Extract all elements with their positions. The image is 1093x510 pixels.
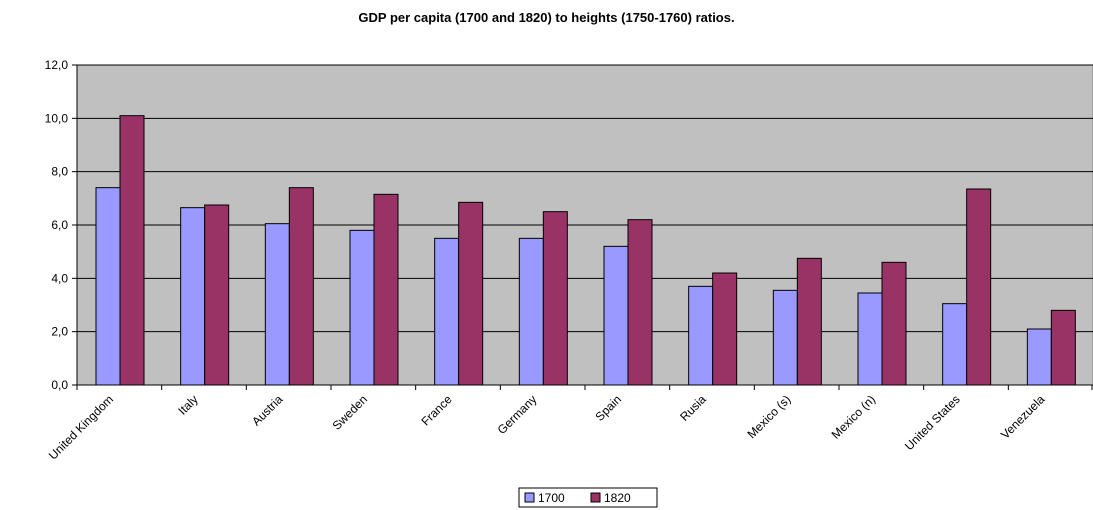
bar-1820-france <box>458 201 484 386</box>
bar-1700-venezuela <box>1026 328 1052 386</box>
bar-1820-spain <box>627 219 653 386</box>
legend-label-1820: 1820 <box>604 491 631 505</box>
y-tick-label: 10,0 <box>45 111 69 125</box>
bar-1820-mexico-s- <box>796 257 822 386</box>
bar-1700-mexico-s- <box>772 289 798 386</box>
x-axis: United Kingdom Italy Austria Sweden France Ge… <box>46 384 1093 463</box>
bar-1820-italy <box>204 204 230 386</box>
y-tick-label: 4,0 <box>51 271 68 285</box>
legend-swatch-1700 <box>524 492 535 503</box>
x-category-label: Sweden <box>330 392 371 433</box>
y-tick-label: 2,0 <box>51 325 68 339</box>
y-tick-label: 8,0 <box>51 165 68 179</box>
y-tick-label: 0,0 <box>51 378 68 392</box>
y-tick-label: 6,0 <box>51 218 68 232</box>
bar-1700-spain <box>603 245 629 386</box>
x-category-label: Austria <box>249 392 286 429</box>
chart-title: GDP per capita (1700 and 1820) to height… <box>358 10 735 25</box>
x-category-label: Mexico (n) <box>829 392 879 442</box>
bar-1700-france <box>434 237 460 386</box>
x-category-label: Italy <box>175 392 200 417</box>
bar-1700-sweden <box>349 229 375 386</box>
bar-1820-sweden <box>373 193 399 386</box>
bar-1700-italy <box>180 207 206 386</box>
x-category-label: Mexico (s) <box>744 392 793 441</box>
legend-swatch-1820 <box>590 492 601 503</box>
bar-1700-united-kingdom <box>95 187 121 386</box>
plot-area <box>76 64 1093 386</box>
bar-1820-rusia <box>712 272 738 386</box>
bar-1820-united-states <box>966 188 992 386</box>
legend-box <box>518 487 658 508</box>
x-category-label: Germany <box>495 392 540 437</box>
legend-label-1700: 1700 <box>538 491 565 505</box>
bar-1700-mexico-n- <box>857 292 883 386</box>
bar-1820-germany <box>542 211 568 386</box>
bar-1820-united-kingdom <box>119 115 145 386</box>
bar-1700-united-states <box>942 303 968 386</box>
bar-1820-mexico-n- <box>881 261 907 386</box>
bar-1820-venezuela <box>1050 309 1076 386</box>
x-category-label: Spain <box>593 392 625 424</box>
x-category-label: Rusia <box>677 392 709 424</box>
legend: 1700 1820 <box>518 487 658 508</box>
x-category-label: France <box>418 392 455 429</box>
bar-1700-germany <box>518 237 544 386</box>
bars <box>95 115 1076 386</box>
bar-1820-austria <box>288 187 314 386</box>
bar-1700-austria <box>264 223 290 386</box>
y-axis: 0,0 2,0 4,0 6,0 8,0 10,0 12,0 <box>45 58 78 392</box>
x-category-label: United States <box>902 392 963 453</box>
x-category-label: United Kingdom <box>46 392 116 462</box>
x-category-label: Venezuela <box>998 392 1048 442</box>
bar-1700-rusia <box>688 285 714 386</box>
y-tick-label: 12,0 <box>45 58 69 72</box>
